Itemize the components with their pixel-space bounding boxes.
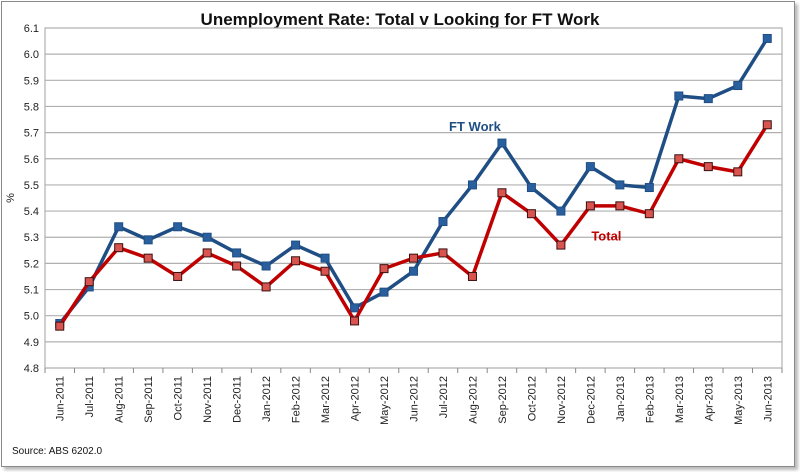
- y-tick-label: 4.8: [24, 363, 39, 375]
- data-point: [585, 201, 595, 211]
- data-point: [409, 266, 418, 276]
- data-point: [674, 91, 684, 101]
- y-tick-label: 4.9: [24, 337, 39, 349]
- x-tick-label: Aug-2012: [467, 376, 479, 424]
- data-point: [84, 277, 94, 287]
- y-tick-label: 5.3: [24, 232, 39, 244]
- x-tick-label: Nov-2011: [202, 376, 214, 423]
- x-tick-label: Jun-2013: [762, 376, 774, 422]
- x-tick-label: Aug-2011: [114, 376, 126, 423]
- total-annotation: Total: [591, 229, 621, 244]
- data-point: [526, 183, 536, 193]
- y-tick-label: 6.0: [24, 49, 39, 61]
- data-point: [703, 162, 713, 172]
- data-point: [55, 321, 65, 331]
- x-tick-label: Sep-2012: [497, 376, 509, 424]
- data-point: [320, 253, 330, 263]
- data-point: [674, 154, 684, 164]
- plot-area: [44, 27, 783, 369]
- data-point: [202, 248, 212, 258]
- y-axis-label: %: [5, 193, 17, 203]
- y-tick-label: 5.2: [24, 258, 39, 270]
- data-point: [202, 232, 212, 242]
- x-tick-label: Jul-2012: [438, 376, 450, 418]
- y-tick-label: 6.1: [24, 23, 39, 35]
- data-point: [556, 240, 566, 250]
- y-tick-label: 5.8: [24, 101, 39, 113]
- data-point: [261, 261, 271, 271]
- data-point: [585, 162, 595, 172]
- y-tick-label: 5.5: [24, 180, 39, 192]
- data-point: [114, 222, 124, 232]
- data-point: [438, 217, 448, 227]
- data-point: [379, 264, 389, 274]
- x-tick-label: Jan-2012: [261, 376, 273, 422]
- data-point: [467, 271, 477, 281]
- data-point: [644, 209, 654, 219]
- data-point: [644, 183, 654, 193]
- chart-title: Unemployment Rate: Total v Looking for F…: [200, 10, 600, 29]
- data-point: [762, 120, 772, 130]
- x-tick-label: Jul-2011: [84, 376, 96, 417]
- x-tick-label: Mar-2013: [674, 376, 686, 423]
- data-point: [173, 271, 183, 281]
- data-point: [409, 253, 418, 263]
- y-tick-label: 5.6: [24, 154, 39, 166]
- y-tick-label: 5.4: [24, 206, 39, 218]
- data-point: [232, 248, 242, 258]
- x-tick-label: Sep-2011: [143, 376, 155, 423]
- source-note: Source: ABS 6202.0: [12, 446, 103, 457]
- x-tick-label: Jun-2012: [409, 376, 421, 422]
- data-point: [497, 188, 507, 198]
- data-point: [526, 209, 536, 219]
- data-point: [114, 243, 124, 253]
- data-point: [467, 180, 477, 190]
- data-point: [232, 261, 242, 271]
- x-tick-label: Jun-2011: [55, 376, 67, 421]
- x-tick-label: Dec-2012: [585, 376, 597, 424]
- data-point: [438, 248, 448, 258]
- data-point: [615, 201, 625, 211]
- y-tick-label: 5.0: [24, 311, 39, 323]
- data-point: [350, 303, 360, 313]
- data-point: [703, 94, 713, 104]
- x-tick-label: May-2013: [733, 376, 745, 425]
- x-tick-label: May-2012: [379, 376, 391, 425]
- data-point: [320, 266, 330, 276]
- x-tick-label: Oct-2012: [526, 376, 538, 421]
- data-point: [733, 167, 743, 177]
- x-tick-label: Mar-2012: [320, 376, 332, 423]
- x-tick-label: Nov-2012: [556, 376, 568, 424]
- data-point: [556, 206, 566, 216]
- y-tick-label: 5.9: [24, 75, 39, 87]
- data-point: [350, 316, 360, 326]
- data-point: [291, 240, 301, 250]
- data-point: [615, 180, 625, 190]
- x-tick-label: Apr-2012: [350, 376, 362, 421]
- x-tick-label: Feb-2012: [291, 376, 303, 423]
- data-point: [497, 138, 507, 148]
- data-point: [261, 282, 271, 292]
- x-tick-label: Oct-2011: [173, 376, 185, 420]
- data-point: [762, 33, 772, 43]
- ft-work-annotation: FT Work: [449, 119, 502, 134]
- y-tick-label: 5.1: [24, 285, 39, 297]
- data-point: [733, 81, 743, 91]
- data-point: [379, 287, 389, 297]
- x-tick-label: Dec-2011: [232, 376, 244, 423]
- data-point: [143, 253, 153, 263]
- x-tick-label: Apr-2013: [703, 376, 715, 421]
- data-point: [291, 256, 301, 266]
- x-tick-label: Feb-2013: [644, 376, 656, 423]
- data-point: [173, 222, 183, 232]
- y-tick-label: 5.7: [24, 128, 39, 140]
- data-point: [143, 235, 153, 245]
- x-tick-label: Jan-2013: [615, 376, 627, 422]
